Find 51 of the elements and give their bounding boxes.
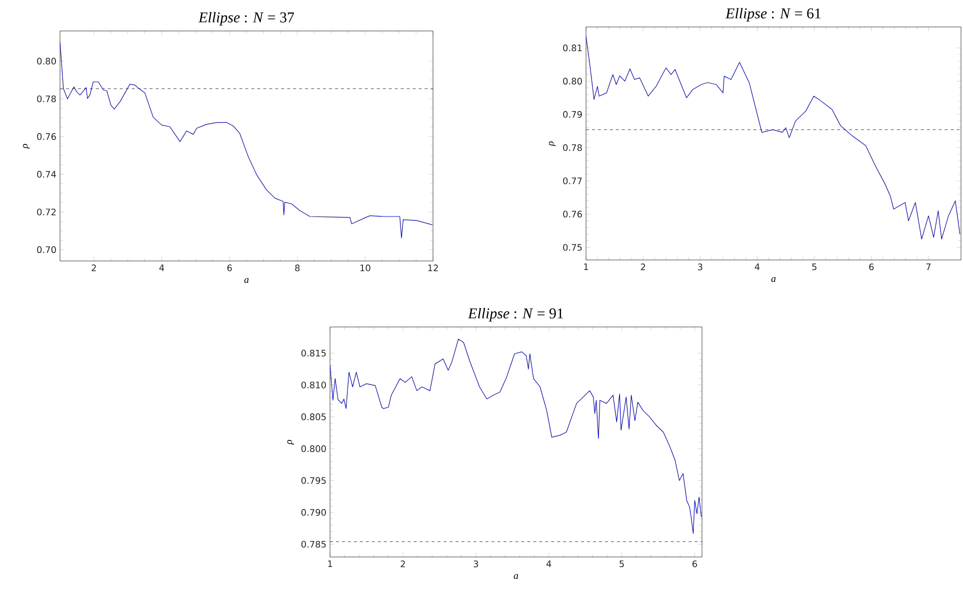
- x-tick-label: 3: [698, 264, 702, 270]
- x-tick-label: 7: [926, 264, 931, 270]
- y-tick-label: 0.790: [301, 508, 326, 516]
- x-tick-label: 2: [92, 264, 96, 272]
- chart-title: Ellipse : N = 91: [468, 308, 564, 322]
- x-tick-label: 5: [620, 560, 624, 568]
- x-tick-label: 6: [692, 560, 697, 568]
- y-tick-label: 0.75: [563, 244, 582, 251]
- y-tick-label: 0.70: [37, 246, 56, 254]
- y-axis-title: ρ: [22, 144, 30, 149]
- x-axis-title: a: [244, 278, 249, 283]
- y-tick-label: 0.76: [37, 133, 56, 140]
- y-tick-label: 0.77: [563, 177, 582, 184]
- x-tick-label: 6: [869, 264, 874, 270]
- x-tick-label: 3: [474, 560, 478, 568]
- x-tick-label: 6: [227, 264, 232, 272]
- y-axis-title: ρ: [287, 440, 294, 445]
- line-series: [586, 36, 960, 240]
- y-tick-label: 0.815: [301, 350, 326, 356]
- y-axis-title: ρ: [548, 141, 556, 146]
- y-tick-label: 0.80: [37, 58, 56, 65]
- chart-title: Ellipse : N = 37: [198, 12, 294, 26]
- y-tick-label: 0.805: [301, 413, 326, 420]
- y-tick-label: 0.785: [301, 540, 326, 548]
- y-tick-label: 0.795: [301, 477, 326, 484]
- y-tick-label: 0.800: [301, 445, 326, 452]
- line-series: [330, 338, 702, 534]
- x-axis-title: a: [771, 277, 776, 282]
- x-tick-label: 4: [159, 264, 164, 272]
- x-tick-label: 2: [400, 560, 405, 568]
- line-series: [60, 42, 433, 238]
- y-tick-label: 0.79: [563, 111, 582, 118]
- x-tick-label: 5: [812, 264, 816, 270]
- x-tick-label: 1: [584, 264, 588, 270]
- x-axis-title: a: [514, 574, 518, 579]
- x-tick-label: 1: [328, 560, 332, 568]
- x-tick-label: 4: [754, 264, 760, 270]
- y-tick-label: 0.78: [563, 144, 582, 152]
- y-tick-label: 0.81: [563, 44, 582, 52]
- x-tick-label: 2: [640, 264, 646, 270]
- y-tick-label: 0.72: [37, 208, 56, 216]
- y-tick-label: 0.810: [301, 382, 326, 388]
- y-tick-label: 0.74: [37, 170, 56, 178]
- x-tick-label: 4: [546, 560, 552, 568]
- y-tick-label: 0.78: [37, 95, 56, 102]
- x-tick-label: 12: [428, 264, 438, 272]
- x-tick-label: 10: [360, 264, 370, 272]
- y-tick-label: 0.80: [563, 78, 582, 85]
- chart-title: Ellipse : N = 61: [725, 8, 821, 22]
- x-tick-label: 8: [295, 264, 300, 272]
- y-tick-label: 0.76: [563, 210, 582, 218]
